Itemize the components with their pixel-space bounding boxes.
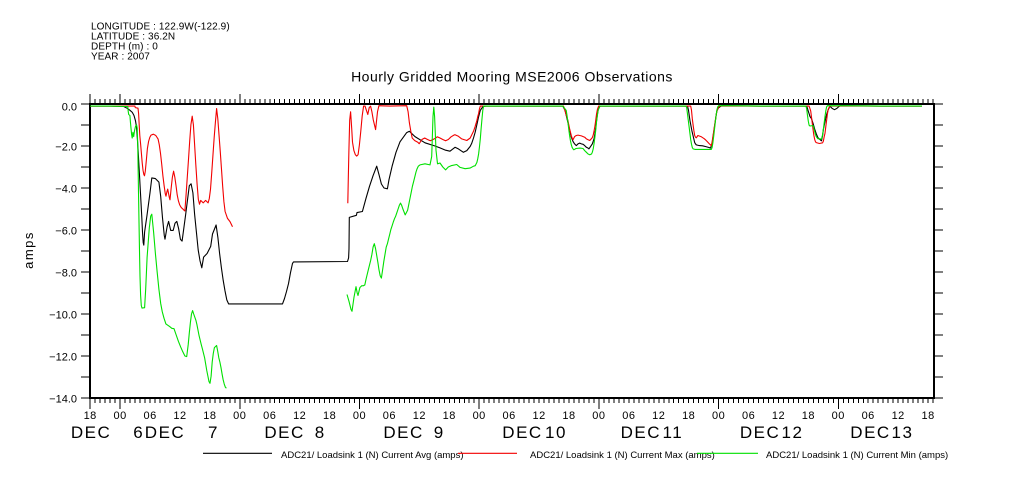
svg-text:18: 18 — [562, 410, 575, 422]
svg-text:11: 11 — [663, 423, 684, 442]
svg-text:06: 06 — [383, 410, 396, 422]
svg-text:18: 18 — [682, 410, 695, 422]
svg-text:LONGITUDE : 122.9W(-122.9): LONGITUDE : 122.9W(-122.9) — [91, 22, 230, 33]
svg-text:00: 00 — [233, 410, 246, 422]
svg-text:06: 06 — [862, 410, 875, 422]
svg-text:−12.0: −12.0 — [49, 352, 77, 364]
svg-text:−6.0: −6.0 — [55, 226, 77, 238]
svg-text:8: 8 — [315, 423, 326, 442]
svg-text:YEAR : 2007: YEAR : 2007 — [91, 52, 150, 63]
svg-text:ADC21/ Loadsink 1 (N) Current: ADC21/ Loadsink 1 (N) Current Min (amps) — [766, 450, 948, 461]
svg-text:DEC: DEC — [145, 423, 185, 442]
svg-text:12: 12 — [782, 423, 804, 442]
svg-text:18: 18 — [203, 410, 216, 422]
svg-text:06: 06 — [143, 410, 156, 422]
svg-text:12: 12 — [532, 410, 545, 422]
svg-text:9: 9 — [434, 423, 445, 442]
svg-text:0.0: 0.0 — [62, 102, 77, 114]
svg-text:12: 12 — [293, 410, 306, 422]
svg-text:12: 12 — [652, 410, 665, 422]
svg-text:18: 18 — [323, 410, 336, 422]
svg-text:00: 00 — [473, 410, 486, 422]
svg-text:00: 00 — [592, 410, 605, 422]
svg-text:amps: amps — [21, 231, 36, 269]
svg-text:DEC: DEC — [621, 423, 661, 442]
svg-text:−4.0: −4.0 — [55, 184, 77, 196]
svg-text:DEC: DEC — [383, 423, 423, 442]
svg-text:06: 06 — [742, 410, 755, 422]
svg-text:00: 00 — [832, 410, 845, 422]
svg-text:DEC: DEC — [264, 423, 304, 442]
svg-text:06: 06 — [502, 410, 515, 422]
svg-text:00: 00 — [712, 410, 725, 422]
svg-text:−8.0: −8.0 — [55, 268, 77, 280]
svg-text:−2.0: −2.0 — [55, 142, 77, 154]
svg-text:DEC: DEC — [740, 423, 780, 442]
svg-text:ADC21/ Loadsink 1 (N) Current: ADC21/ Loadsink 1 (N) Current Avg (amps) — [281, 450, 464, 461]
svg-text:10: 10 — [545, 423, 567, 442]
svg-text:DEC: DEC — [502, 423, 542, 442]
svg-text:06: 06 — [622, 410, 635, 422]
svg-text:00: 00 — [353, 410, 366, 422]
svg-text:06: 06 — [263, 410, 276, 422]
svg-text:Hourly Gridded Mooring MSE2006: Hourly Gridded Mooring MSE2006 Observati… — [351, 69, 673, 85]
svg-text:12: 12 — [772, 410, 785, 422]
svg-text:ADC21/ Loadsink 1 (N) Current: ADC21/ Loadsink 1 (N) Current Max (amps) — [530, 450, 715, 461]
svg-text:12: 12 — [892, 410, 905, 422]
svg-text:00: 00 — [113, 410, 126, 422]
svg-text:18: 18 — [443, 410, 456, 422]
svg-text:12: 12 — [413, 410, 426, 422]
svg-text:LATITUDE : 36.2N: LATITUDE : 36.2N — [91, 32, 175, 43]
svg-text:18: 18 — [84, 410, 97, 422]
svg-text:DEC: DEC — [71, 423, 111, 442]
svg-text:−14.0: −14.0 — [49, 394, 77, 406]
svg-text:12: 12 — [173, 410, 186, 422]
svg-text:18: 18 — [802, 410, 815, 422]
svg-text:7: 7 — [208, 423, 219, 442]
svg-text:DEC: DEC — [850, 423, 890, 442]
svg-text:18: 18 — [921, 410, 934, 422]
svg-text:13: 13 — [892, 423, 914, 442]
svg-text:DEPTH (m) : 0: DEPTH (m) : 0 — [91, 42, 158, 53]
svg-text:6: 6 — [133, 423, 144, 442]
svg-text:−10.0: −10.0 — [49, 310, 77, 322]
